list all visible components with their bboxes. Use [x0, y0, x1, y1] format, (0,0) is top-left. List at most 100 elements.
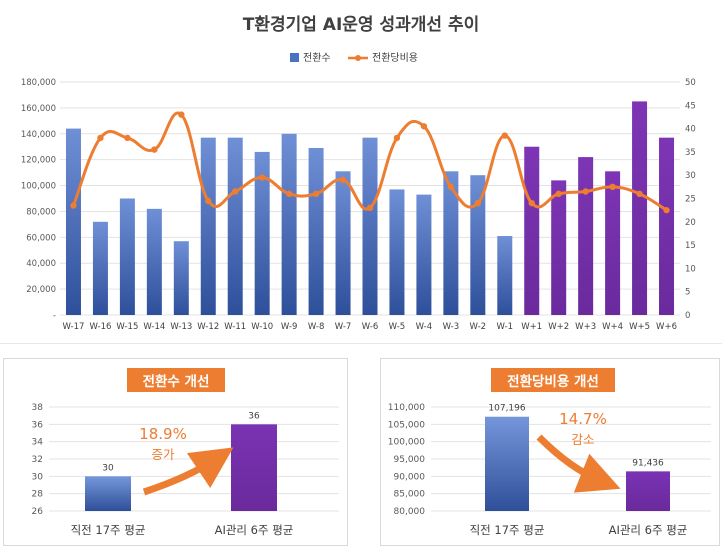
- data-label: 107,196: [488, 404, 525, 414]
- x-tick-label: W+6: [656, 322, 677, 332]
- y-tick-label: 80,000: [394, 507, 426, 517]
- point-cost-W-4: [420, 123, 428, 130]
- change-arrow: [536, 434, 621, 493]
- y-left-tick-label: 100,000: [21, 182, 56, 192]
- x-category-label: AI관리 6주 평균: [215, 523, 294, 537]
- legend-marker-cost: [355, 55, 361, 61]
- legend-label-conversions: 전환수: [303, 52, 331, 64]
- main-chart: T환경기업 AI운영 성과개선 추이 전환수 전환당비용 - 20,000 40,00…: [21, 15, 696, 332]
- sub-chart-title-box: [491, 368, 615, 392]
- y-right-tick-label: 15: [685, 241, 696, 251]
- bar-conversions-W-7: [335, 171, 351, 315]
- bar-after: [626, 471, 670, 511]
- x-tick-label: W-12: [197, 322, 219, 332]
- bar-before: [85, 476, 131, 511]
- x-tick-label: W-10: [251, 322, 273, 332]
- x-tick-label: W+5: [629, 322, 650, 332]
- bar-conversions-W-8: [308, 148, 324, 315]
- y-right-tick-label: 5: [685, 288, 690, 298]
- x-tick-label: W+4: [602, 322, 623, 332]
- x-tick-label: W-17: [63, 322, 85, 332]
- point-cost-W-2: [474, 199, 482, 207]
- point-cost-W-7: [339, 176, 347, 184]
- bar-after: [231, 424, 277, 511]
- point-cost-W-13: [178, 111, 185, 118]
- y-tick-label: 30: [32, 472, 44, 482]
- y-left-tick-label: 120,000: [21, 156, 56, 166]
- bar-conversions-W+4: [605, 171, 621, 315]
- y-right-tick-label: 40: [685, 125, 696, 135]
- y-left-tick-label: 80,000: [26, 207, 56, 217]
- sub-chart-title: 전환당비용 개선: [507, 373, 599, 390]
- y-right-tick-label: 50: [685, 78, 696, 88]
- x-tick-label: W-5: [389, 322, 406, 332]
- x-category-label: 직전 17주 평균: [71, 523, 146, 537]
- bar-conversions-W+5: [632, 101, 648, 316]
- bar-conversions-W-17: [65, 128, 81, 315]
- y-left-tick-label: 160,000: [21, 104, 56, 114]
- bar-conversions-W-15: [119, 198, 135, 315]
- point-cost-W-10: [258, 174, 266, 181]
- bar-conversions-W+2: [551, 180, 567, 315]
- point-cost-W-11: [232, 188, 239, 195]
- y-tick-label: 100,000: [388, 438, 425, 448]
- bar-conversions-W-10: [254, 151, 270, 315]
- y-tick-label: 90,000: [394, 472, 426, 482]
- point-cost-W-3: [447, 183, 455, 191]
- change-arrow: [142, 447, 234, 496]
- y-tick-label: 105,000: [388, 420, 425, 430]
- y-left-tick-label: 60,000: [26, 233, 56, 243]
- bar-conversions-W-14: [146, 208, 162, 315]
- legend-swatch-conversions: [290, 53, 299, 62]
- sub-chart-title: 전환수 개선: [143, 373, 210, 390]
- point-cost-W+5: [636, 190, 643, 198]
- x-tick-label: W-7: [335, 322, 352, 332]
- x-tick-label: W-16: [89, 322, 111, 332]
- data-label: 36: [248, 411, 260, 421]
- x-tick-label: W-8: [308, 322, 325, 332]
- y-right-tick-label: 0: [685, 311, 690, 321]
- x-tick-label: W+1: [521, 322, 542, 332]
- change-direction: 감소: [571, 432, 594, 447]
- point-cost-W+4: [609, 183, 616, 191]
- y-left-tick-label: 180,000: [21, 78, 56, 88]
- bar-conversions-W-5: [389, 189, 405, 315]
- point-cost-W-14: [151, 146, 158, 153]
- y-tick-label: 38: [32, 403, 44, 413]
- point-cost-W-16: [97, 134, 104, 142]
- bar-conversions-W+1: [524, 146, 540, 315]
- y-right-tick-label: 30: [685, 171, 696, 181]
- x-tick-label: W-4: [416, 322, 433, 332]
- x-tick-label: W+2: [548, 322, 569, 332]
- x-tick-label: W+3: [575, 322, 596, 332]
- bar-conversions-W+6: [659, 137, 675, 315]
- y-tick-label: 26: [32, 507, 44, 517]
- point-cost-W+1: [528, 199, 535, 207]
- point-cost-W-17: [70, 202, 77, 209]
- y-right-tick-label: 25: [685, 195, 696, 205]
- section-divider: [0, 343, 722, 344]
- point-cost-W-9: [285, 190, 293, 198]
- point-cost-W-12: [205, 197, 212, 205]
- bar-conversions-W+3: [578, 157, 594, 315]
- x-tick-label: W-3: [443, 322, 460, 332]
- bar-conversions-W-1: [497, 236, 513, 315]
- x-tick-label: W-11: [224, 322, 246, 332]
- x-tick-label: W-6: [362, 322, 379, 332]
- y-tick-label: 34: [32, 438, 44, 448]
- x-tick-label: W-15: [116, 322, 138, 332]
- y-right-tick-label: 10: [685, 264, 696, 274]
- x-tick-label: W-1: [497, 322, 514, 332]
- bar-conversions-W-9: [281, 133, 297, 315]
- point-cost-W-6: [366, 204, 374, 212]
- bar-before: [485, 416, 529, 511]
- cost-improvement-panel: 전환당비용 개선 80,000 85,000 90,000 95,000 100,000 1…: [380, 358, 720, 546]
- point-cost-W-1: [501, 132, 508, 139]
- conversions-improvement-chart: 전환수 개선 26 28 30 32 34 36 38 30 직전 17주 평균 36 AI관리 6주…: [32, 368, 339, 537]
- bar-conversions-W-11: [227, 137, 243, 315]
- bar-conversions-W-13: [173, 241, 189, 315]
- y-tick-label: 28: [32, 490, 44, 500]
- x-category-label: AI관리 6주 평균: [609, 523, 688, 537]
- y-right-tick-label: 20: [685, 218, 696, 228]
- point-cost-W-15: [124, 134, 131, 142]
